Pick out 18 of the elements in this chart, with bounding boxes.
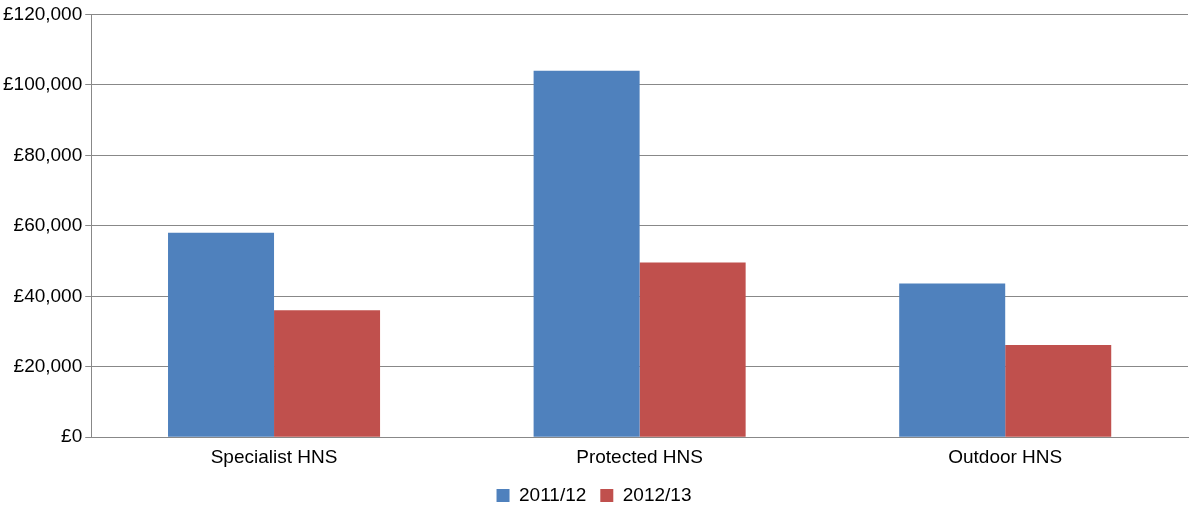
bar: [1005, 344, 1112, 437]
bar: [274, 310, 381, 437]
y-tick-label: £60,000: [13, 214, 83, 236]
x-tick-label: Protected HNS: [576, 445, 703, 467]
y-tick-label: £0: [61, 425, 83, 447]
y-tick-label: £40,000: [13, 284, 83, 306]
y-tick-label: £100,000: [3, 73, 83, 95]
bar: [168, 232, 275, 437]
y-tick-label: £120,000: [3, 2, 83, 24]
legend-label: 2011/12: [519, 483, 587, 505]
bar: [899, 283, 1006, 437]
y-tick-label: £20,000: [13, 354, 83, 376]
bar: [533, 70, 640, 437]
x-tick-label: Outdoor HNS: [948, 445, 1063, 467]
y-tick-label: £80,000: [13, 143, 83, 165]
x-tick-label: Specialist HNS: [210, 445, 338, 467]
bar: [639, 262, 746, 437]
legend-label: 2012/13: [622, 483, 692, 505]
